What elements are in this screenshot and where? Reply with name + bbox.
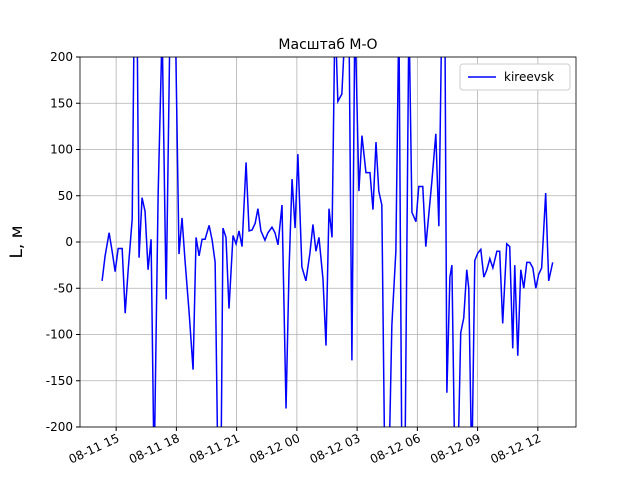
legend-label: kireevsk: [504, 70, 554, 84]
y-tick-label: 100: [50, 143, 73, 157]
y-tick-label: 150: [50, 96, 73, 110]
y-tick-label: -150: [46, 374, 73, 388]
y-tick-label: 50: [58, 189, 73, 203]
legend-box: [459, 63, 571, 91]
y-axis-label: L, м: [7, 225, 27, 258]
y-tick-label: 200: [50, 50, 73, 64]
legend: kireevsk: [459, 63, 571, 91]
y-tick-label: -50: [53, 281, 73, 295]
y-tick-label: -200: [46, 420, 73, 434]
plot-frame: [79, 56, 577, 428]
y-tick-label: -100: [46, 328, 73, 342]
data-line: [101, 57, 554, 427]
chart-title: Масштаб М-О: [278, 37, 377, 53]
y-tick-label: 0: [65, 235, 73, 249]
